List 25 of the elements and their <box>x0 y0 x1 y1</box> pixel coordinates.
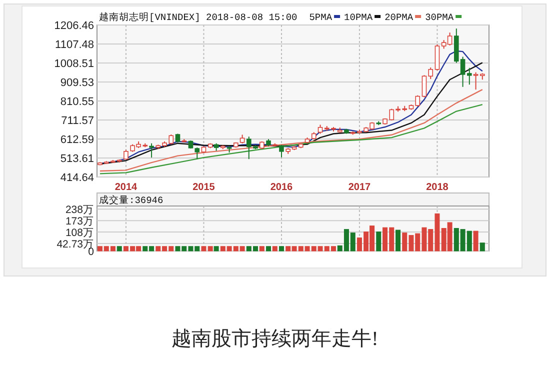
ytick: 238万 <box>65 204 94 216</box>
ytick: 1008.51 <box>54 58 94 70</box>
xtick: 2015 <box>192 182 215 193</box>
xtick: 2016 <box>270 182 293 193</box>
legend: 20PMA <box>384 12 414 23</box>
title: 成交量:36946 <box>99 195 164 206</box>
legend: 30PMA <box>425 12 454 23</box>
ytick: 42.73万 <box>56 238 94 250</box>
ytick: 108万 <box>65 227 94 240</box>
annotation: 越南股市持续两年走牛! <box>172 328 378 350</box>
ytick: 810.55 <box>60 96 94 108</box>
ytick: 173万 <box>65 216 94 228</box>
legend: 10PMA <box>344 12 373 23</box>
ytick: 414.64 <box>60 172 94 184</box>
xtick: 2014 <box>114 182 138 193</box>
ytick: 1206.46 <box>54 20 94 32</box>
ytick: 612.59 <box>60 134 94 146</box>
legend: 5PMA <box>309 12 332 23</box>
ytick: 513.61 <box>60 153 94 165</box>
title: 越南胡志明[VNINDEX] 2018-08-08 15:00 <box>99 12 298 23</box>
xtick: 2017 <box>348 182 371 193</box>
ytick: 1107.48 <box>55 39 94 51</box>
xtick: 2018 <box>426 182 448 193</box>
ytick: 909.53 <box>60 77 94 89</box>
ytick: 711.57 <box>61 115 94 127</box>
